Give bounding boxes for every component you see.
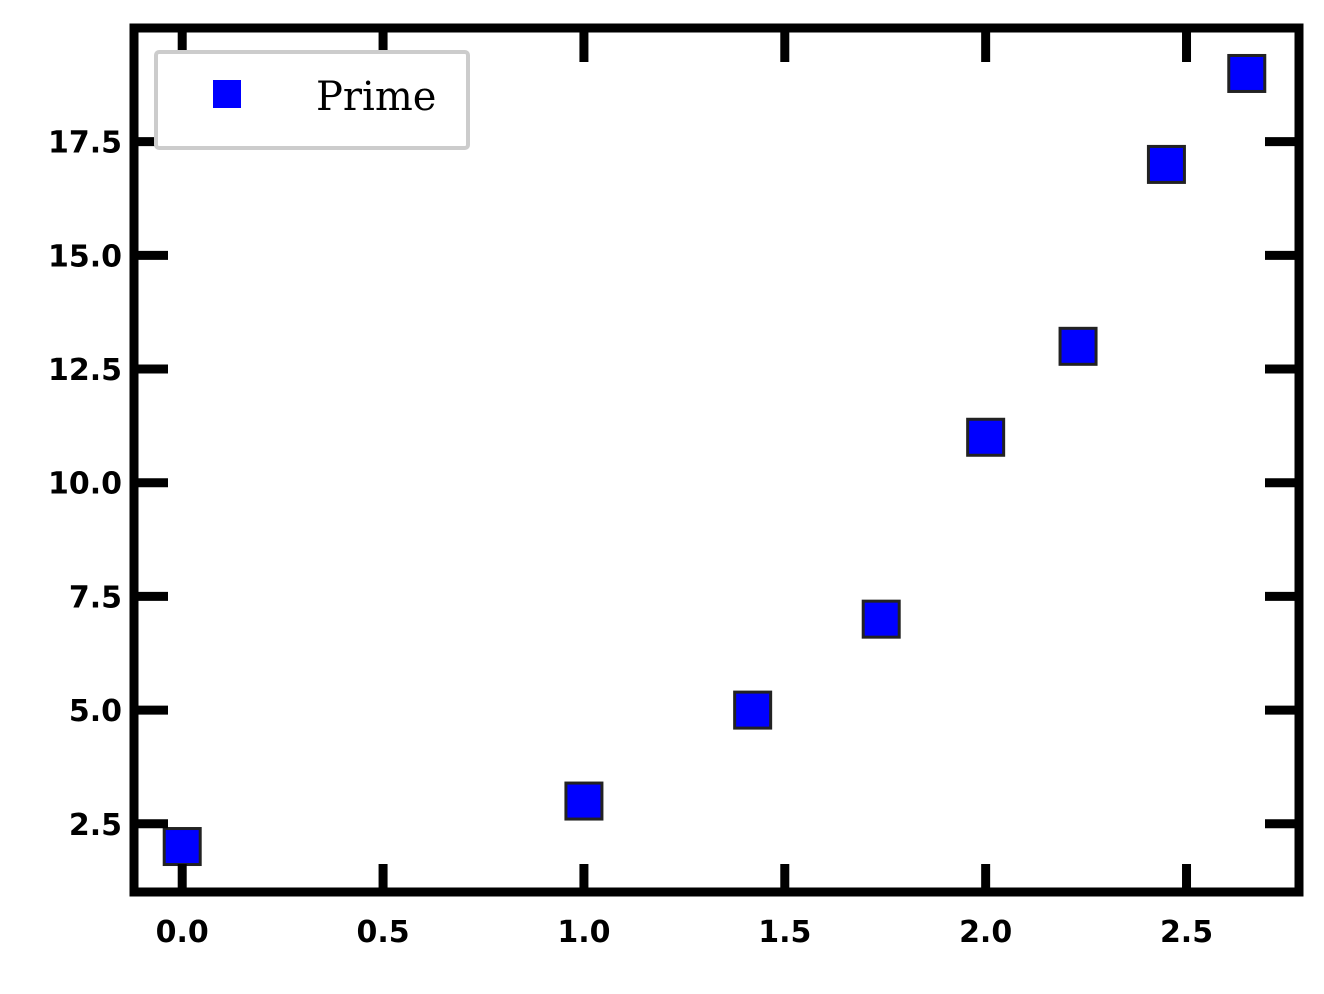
- y-tick-label: 5.0: [69, 694, 122, 729]
- data-point: [564, 781, 604, 821]
- data-point: [162, 827, 202, 867]
- y-tick-label: 17.5: [48, 126, 122, 161]
- y-tick-label: 2.5: [69, 808, 122, 843]
- x-tick-label: 1.0: [557, 915, 610, 950]
- tick-layer: 0.0 0.5 1.0 1.5 2.0 2.5 2.5 5.0 7.5 10.0 12.5 15.0 1…: [48, 28, 1299, 950]
- legend-box: [154, 50, 470, 150]
- data-point: [1146, 144, 1186, 184]
- legend-marker-prime: [213, 80, 241, 108]
- y-tick-label: 10.0: [48, 467, 122, 502]
- x-tick-label: 1.5: [758, 915, 811, 950]
- x-tick-label: 0.0: [156, 915, 209, 950]
- legend: Prime: [154, 50, 470, 150]
- data-point: [1058, 326, 1098, 366]
- y-tick-label: 15.0: [48, 239, 122, 274]
- data-point: [1227, 53, 1267, 93]
- x-tick-label: 2.5: [1160, 915, 1213, 950]
- legend-label-prime: Prime: [316, 74, 436, 120]
- y-tick-label: 12.5: [48, 353, 122, 388]
- data-point: [861, 599, 901, 639]
- axes-frame: [129, 23, 1304, 897]
- x-tick-label: 2.0: [959, 915, 1012, 950]
- x-tick-label: 0.5: [356, 915, 409, 950]
- data-marks: [162, 53, 1267, 867]
- plot-frame: [129, 23, 1304, 897]
- y-tick-label: 7.5: [69, 580, 122, 615]
- data-point: [733, 690, 773, 730]
- data-point: [966, 417, 1006, 457]
